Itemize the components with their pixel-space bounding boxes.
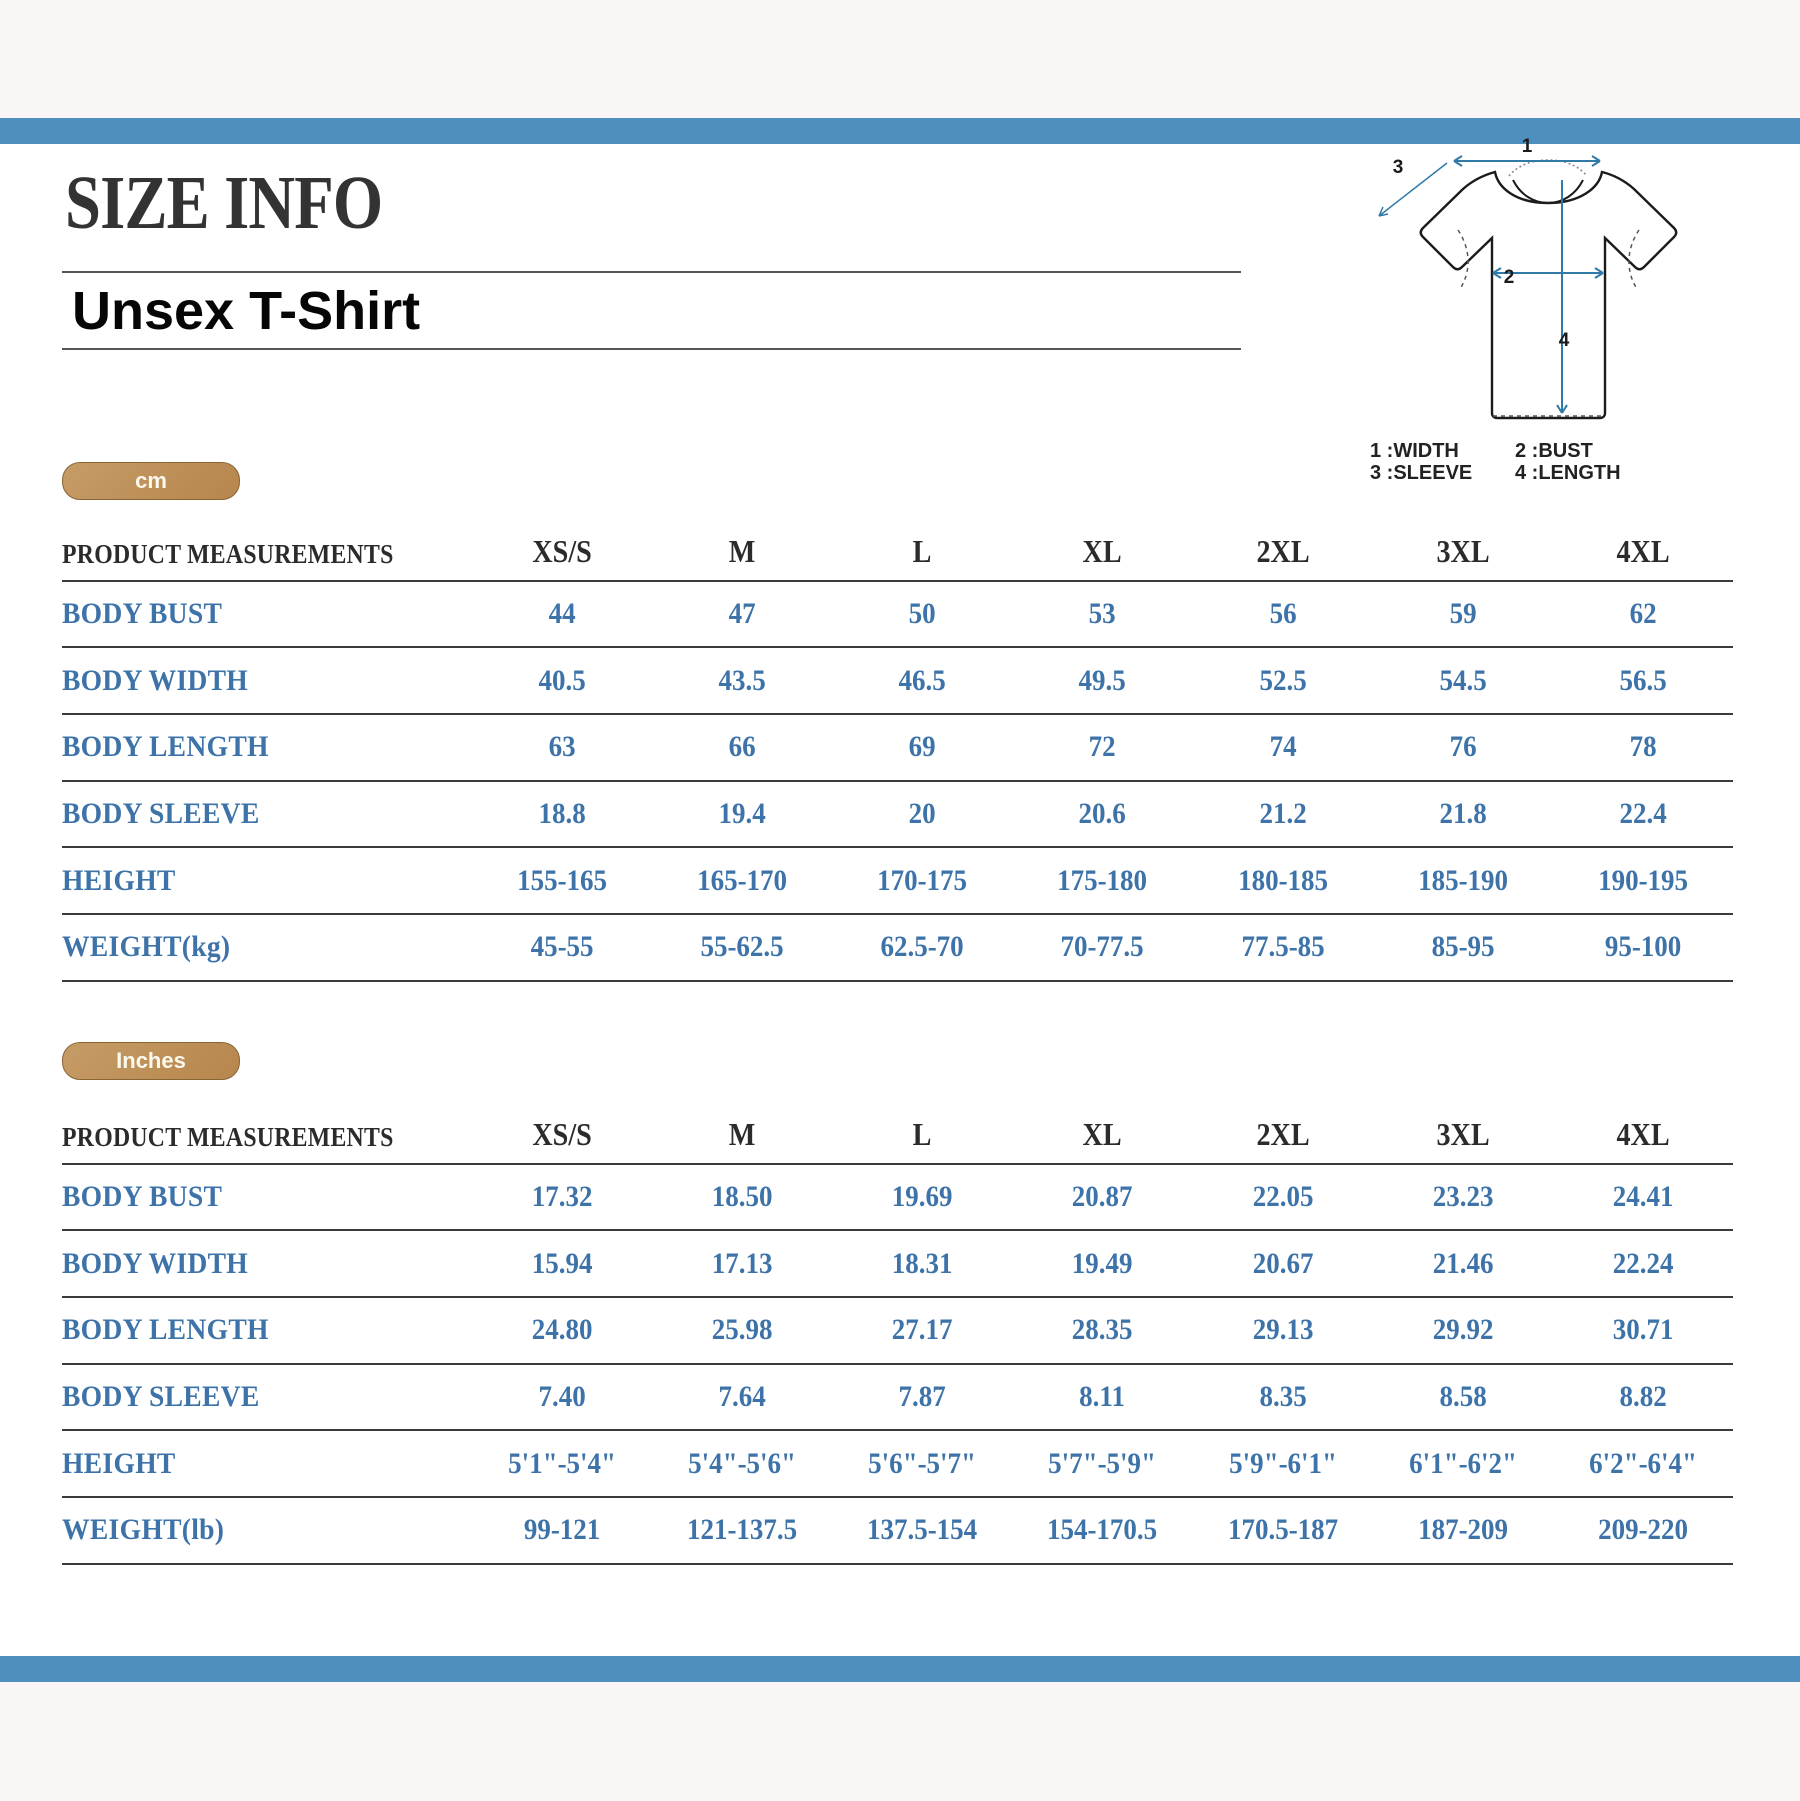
svg-text:4 :LENGTH: 4 :LENGTH — [1515, 462, 1621, 480]
svg-text:4: 4 — [1559, 330, 1570, 351]
svg-text:2: 2 — [1504, 267, 1515, 288]
svg-text:1: 1 — [1522, 136, 1533, 157]
svg-text:1 :WIDTH: 1 :WIDTH — [1370, 440, 1459, 462]
svg-text:2 :BUST: 2 :BUST — [1515, 440, 1593, 462]
svg-text:3: 3 — [1393, 157, 1404, 178]
svg-text:3 :SLEEVE: 3 :SLEEVE — [1370, 462, 1472, 480]
